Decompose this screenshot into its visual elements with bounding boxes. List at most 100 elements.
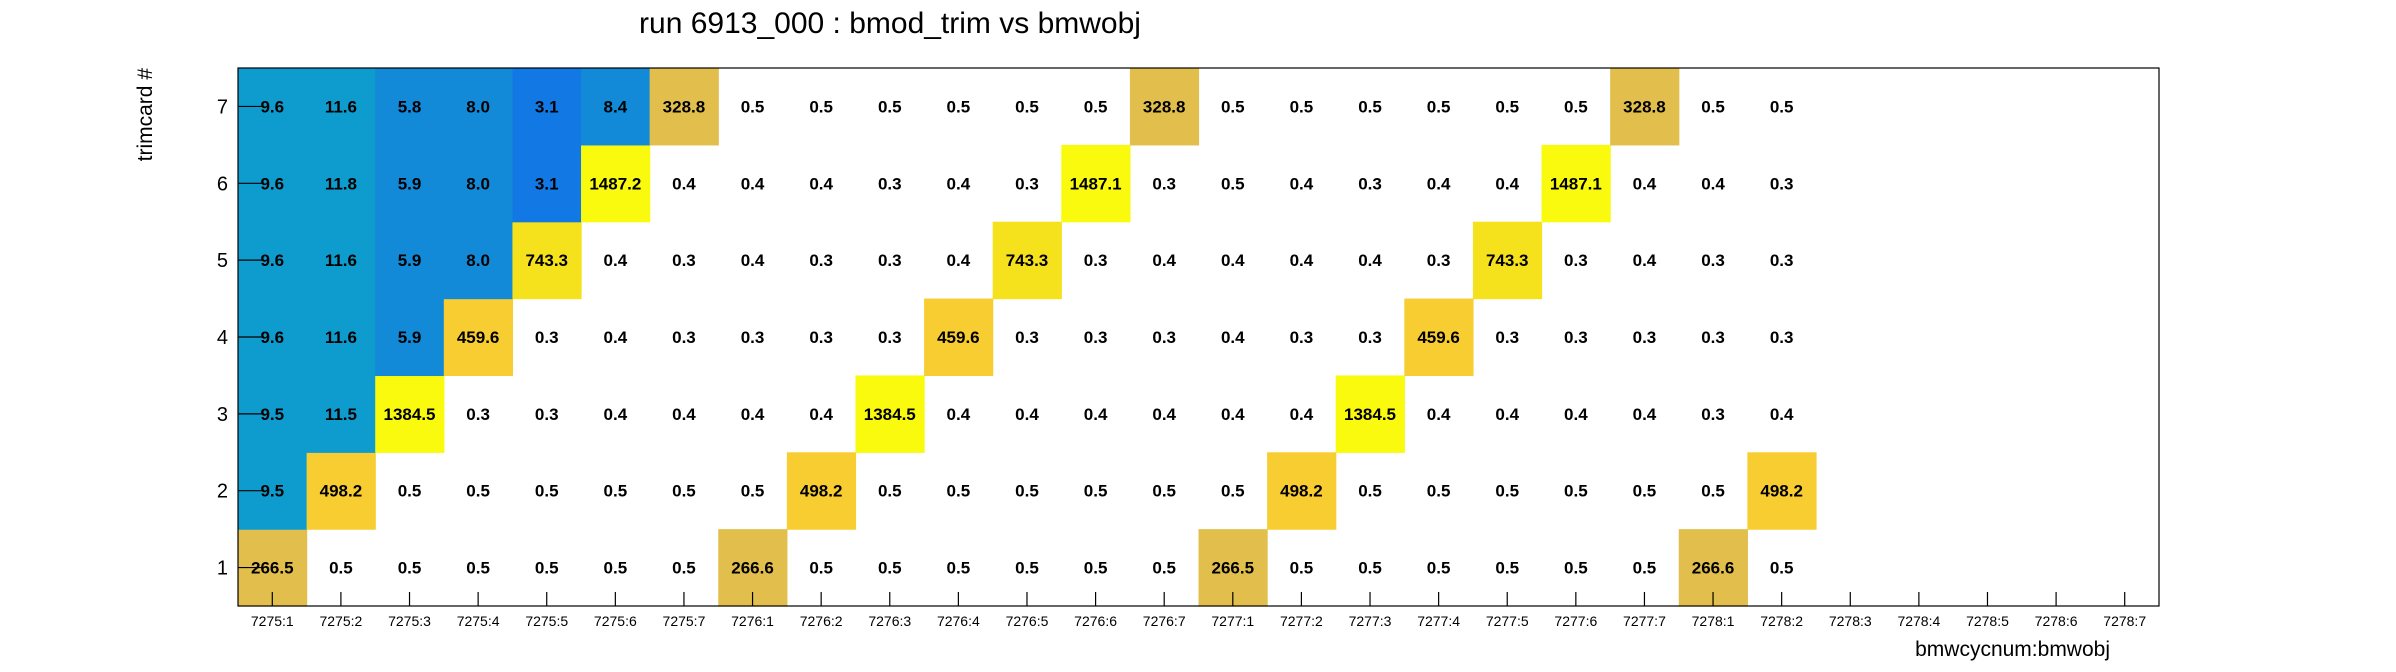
cell-value-label: 0.4 (1084, 405, 1108, 424)
cell-value-label: 0.4 (1358, 251, 1382, 270)
y-tick-label: 6 (217, 173, 228, 195)
cell-value-label: 9.6 (260, 251, 284, 270)
cell-value-label: 0.3 (1290, 328, 1314, 347)
cell-value-label: 0.4 (1701, 174, 1725, 193)
cell-value-label: 498.2 (1760, 482, 1803, 501)
x-axis: 7275:1 7275:2 7275:3 7275:4 7275:5 7275:6 7275… (251, 592, 2146, 629)
cell-value-label: 0.5 (878, 559, 902, 578)
cell-value-label: 0.5 (535, 559, 559, 578)
cell-value-label: 0.3 (1358, 328, 1382, 347)
cell-value-label: 8.4 (604, 97, 628, 116)
heatmap-cell (924, 298, 994, 377)
cell-value-label: 0.3 (1701, 405, 1725, 424)
x-tick-label: 7278:1 (1692, 613, 1735, 629)
cell-value-label: 0.3 (809, 251, 833, 270)
cell-value-label: 0.5 (947, 97, 971, 116)
cell-value-label: 0.4 (672, 405, 696, 424)
cell-value-label: 0.4 (1152, 405, 1176, 424)
heatmap-cell (306, 144, 376, 223)
cell-value-label: 459.6 (1417, 328, 1460, 347)
cell-value-label: 0.5 (809, 559, 833, 578)
x-tick-label: 7277:6 (1554, 613, 1597, 629)
cell-value-label: 0.5 (1701, 97, 1725, 116)
cell-value-label: 0.5 (1084, 482, 1108, 501)
x-tick-label: 7276:4 (937, 613, 980, 629)
cell-value-label: 0.3 (878, 328, 902, 347)
cell-value-label: 0.5 (1015, 559, 1039, 578)
heatmap-cell (1335, 375, 1405, 453)
cell-value-label: 498.2 (1280, 482, 1323, 501)
cell-value-label: 0.5 (329, 559, 353, 578)
x-tick-label: 7278:7 (2103, 613, 2146, 629)
y-axis-title: trimcard # (134, 68, 157, 162)
cell-value-label: 0.3 (1084, 328, 1108, 347)
cell-value-label: 0.4 (604, 251, 628, 270)
cell-value-label: 11.8 (325, 174, 357, 193)
cell-value-label: 743.3 (525, 251, 568, 270)
heatmap-cell (581, 68, 651, 146)
x-tick-label: 7276:3 (868, 613, 911, 629)
cell-value-label: 0.3 (1770, 174, 1794, 193)
cell-value-label: 0.4 (809, 174, 833, 193)
cell-value-label: 0.5 (1427, 559, 1451, 578)
cell-value-label: 0.3 (1358, 174, 1382, 193)
cell-value-label: 0.4 (947, 174, 971, 193)
cell-value-label: 0.3 (535, 328, 559, 347)
cell-value-label: 0.4 (1221, 251, 1245, 270)
y-tick-label: 3 (217, 404, 228, 426)
cell-value-label: 0.5 (809, 97, 833, 116)
cell-value-label: 0.4 (1427, 405, 1451, 424)
x-tick-label: 7278:4 (1897, 613, 1940, 629)
x-tick-label: 7275:4 (457, 613, 500, 629)
cell-value-label: 0.3 (1701, 251, 1725, 270)
x-tick-label: 7275:5 (525, 613, 568, 629)
cell-value-label: 1487.1 (1550, 174, 1602, 193)
heatmap-cell (1061, 144, 1131, 223)
x-tick-label: 7277:4 (1417, 613, 1460, 629)
cell-value-label: 743.3 (1486, 251, 1529, 270)
cell-value-label: 9.6 (260, 97, 284, 116)
cell-value-label: 0.5 (1770, 559, 1794, 578)
heatmap-cell (306, 298, 376, 377)
cell-value-label: 1384.5 (864, 405, 916, 424)
heatmap-cell (1129, 68, 1200, 146)
cell-value-label: 9.6 (260, 174, 284, 193)
cell-value-label: 0.4 (1564, 405, 1588, 424)
cell-value-label: 0.5 (878, 482, 902, 501)
heatmap-cell (1747, 452, 1817, 530)
cell-value-label: 0.4 (741, 251, 765, 270)
cell-value-label: 0.3 (1770, 328, 1794, 347)
cell-value-label: 0.5 (1084, 97, 1108, 116)
cell-value-label: 0.4 (1633, 251, 1657, 270)
heatmap-cell (1541, 144, 1611, 223)
heatmap-cell (306, 452, 376, 530)
y-tick-label: 5 (217, 250, 228, 272)
heatmap-cell (375, 375, 445, 453)
x-tick-label: 7277:3 (1349, 613, 1392, 629)
cell-value-label: 0.3 (1633, 328, 1657, 347)
cell-value-label: 0.5 (1084, 559, 1108, 578)
cell-value-label: 0.3 (1015, 328, 1039, 347)
cell-value-label: 0.3 (1084, 251, 1108, 270)
cell-value-label: 0.4 (1221, 328, 1245, 347)
cell-value-label: 0.5 (741, 482, 765, 501)
cell-value-label: 9.5 (260, 405, 284, 424)
heatmap-cell-labels: 266.5 0.5 0.5 0.5 0.5 0.5 0.5 266.6 0.5 0.5 0.5 0.5… (251, 97, 1803, 577)
cell-value-label: 8.0 (466, 251, 490, 270)
cell-value-label: 266.6 (1692, 559, 1735, 578)
y-axis: 1 2 3 4 5 6 7 (217, 96, 264, 580)
cell-value-label: 0.4 (1290, 251, 1314, 270)
cell-value-label: 5.9 (398, 251, 422, 270)
cell-value-label: 0.5 (1495, 559, 1519, 578)
cell-value-label: 0.5 (672, 559, 696, 578)
x-tick-label: 7275:7 (663, 613, 706, 629)
cell-value-label: 0.5 (1152, 482, 1176, 501)
heatmap-cell (1472, 221, 1543, 300)
heatmap-cell (992, 221, 1062, 300)
cell-value-label: 0.3 (1701, 328, 1725, 347)
cell-value-label: 0.4 (1495, 405, 1519, 424)
cell-value-label: 0.5 (1015, 97, 1039, 116)
x-tick-label: 7278:3 (1829, 613, 1872, 629)
cell-value-label: 0.3 (1564, 328, 1588, 347)
cell-value-label: 11.6 (325, 97, 357, 116)
